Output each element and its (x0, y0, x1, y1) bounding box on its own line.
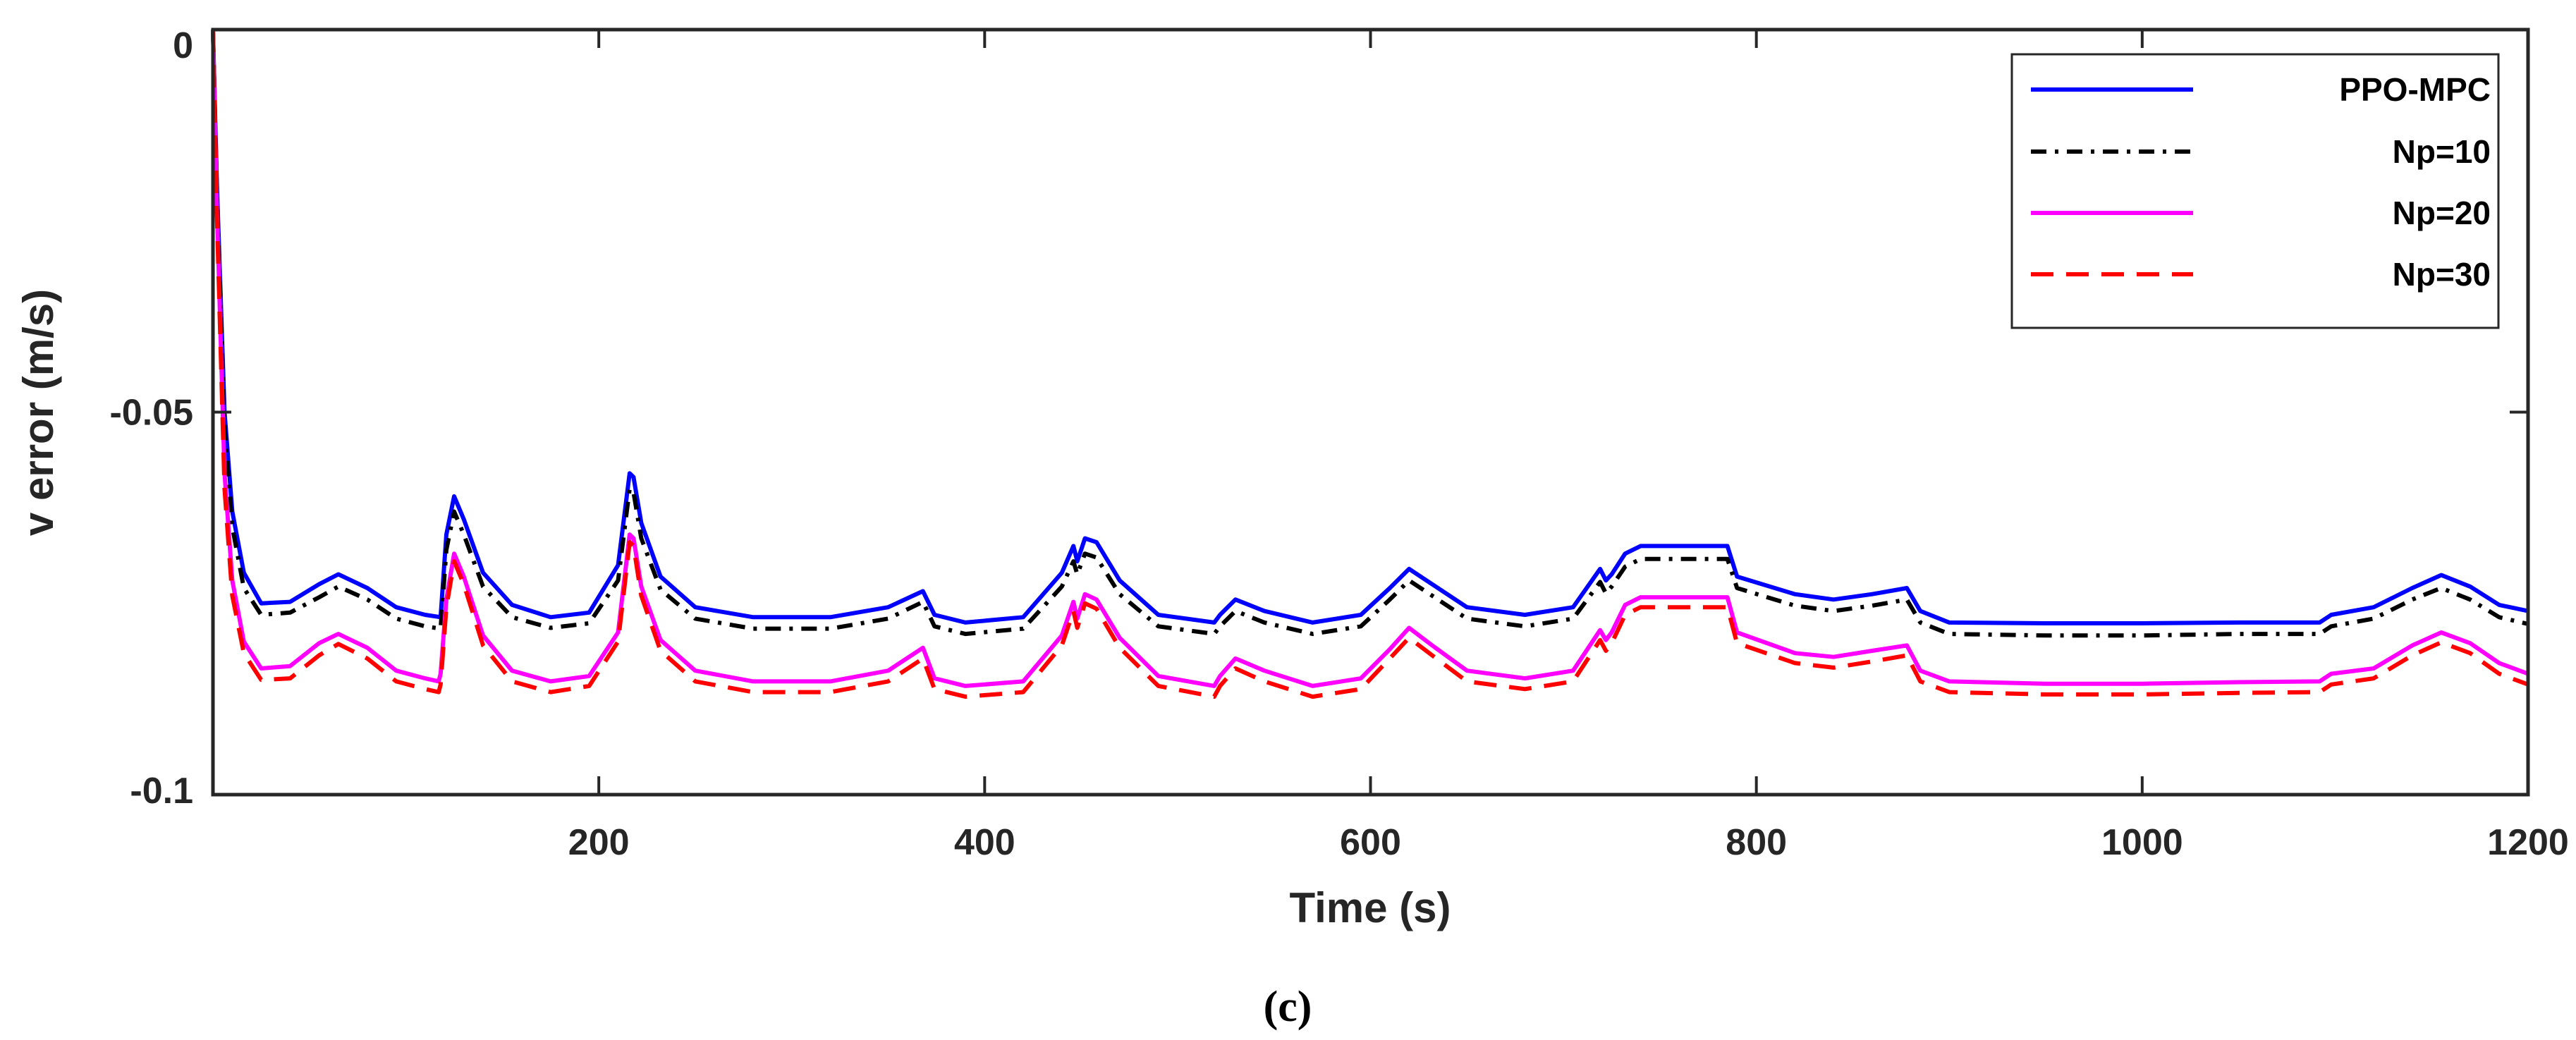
y-tick-labels: 0 -0.05 -0.1 (109, 25, 193, 812)
legend: PPO-MPC Np=10 Np=20 Np=30 (2010, 53, 2500, 329)
y-tick-label: -0.1 (130, 771, 193, 812)
series-line-np-30 (211, 29, 2529, 699)
x-axis-label: Time (s) (1290, 884, 1451, 931)
x-tick-label: 600 (1340, 822, 1401, 863)
x-tick-label: 400 (954, 822, 1015, 863)
y-tick-label: 0 (173, 25, 193, 66)
series-layer (211, 29, 2529, 699)
legend-box (2010, 53, 2500, 329)
legend-label-ppo-mpc: PPO-MPC (2339, 71, 2491, 108)
x-tick-label: 200 (568, 822, 630, 863)
y-axis-label: v error (m/s) (15, 289, 62, 536)
legend-label-np-30: Np=30 (2393, 256, 2491, 293)
y-tick-label: -0.05 (109, 393, 193, 434)
x-tick-label: 1200 (2487, 822, 2569, 863)
series-line-np-10 (211, 29, 2529, 638)
legend-label-np-20: Np=20 (2393, 195, 2491, 231)
legend-label-np-10: Np=10 (2393, 133, 2491, 170)
series-line-np-20 (211, 29, 2529, 688)
x-tick-labels: 200 400 600 800 1000 1200 (568, 822, 2569, 863)
figure-caption: (c) (1264, 983, 1312, 1031)
x-tick-label: 800 (1726, 822, 1787, 863)
x-tick-label: 1000 (2101, 822, 2183, 863)
plot-frame (211, 27, 2530, 797)
